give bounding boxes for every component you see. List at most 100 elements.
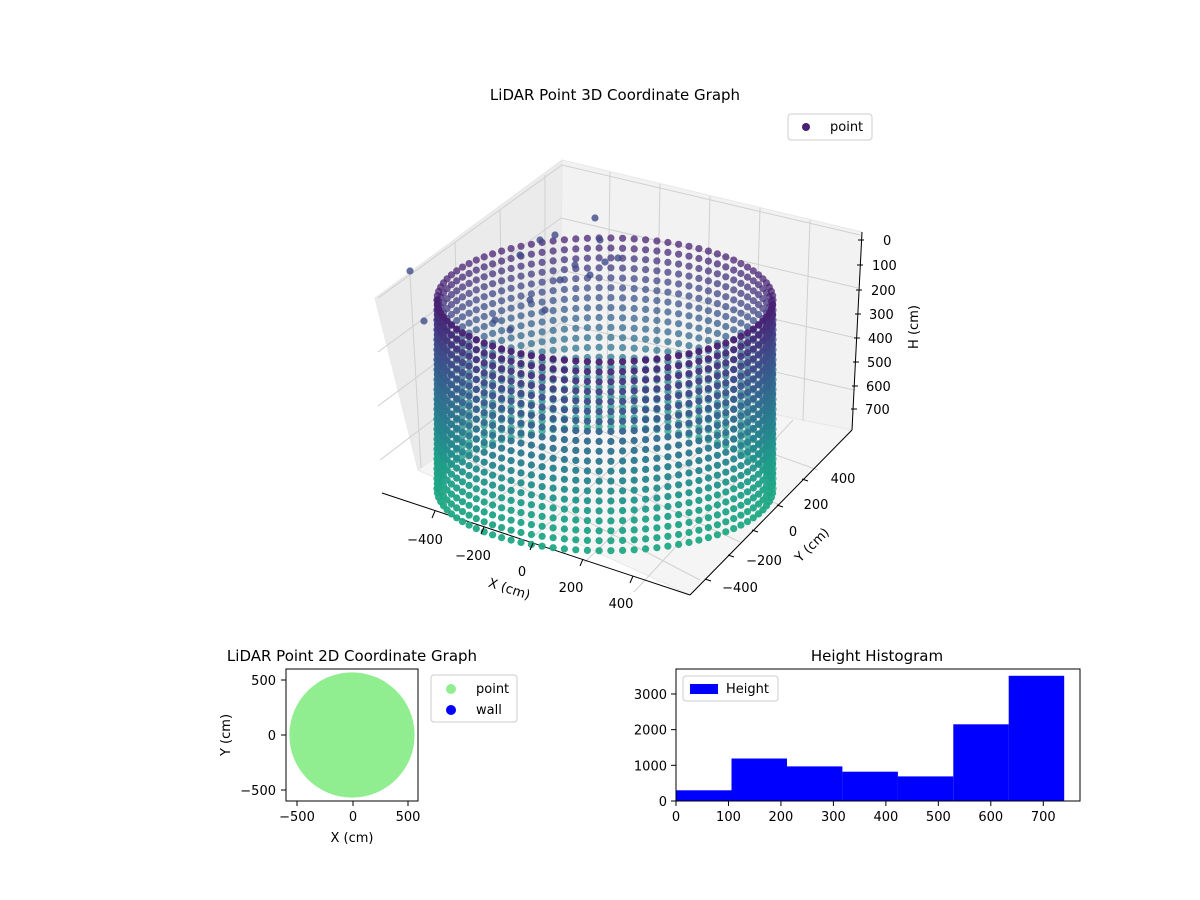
point-3d <box>447 321 456 329</box>
point-3d <box>560 325 569 333</box>
point-3d <box>749 424 757 432</box>
point-3d <box>583 264 592 272</box>
point-3d <box>458 359 467 367</box>
point-3d <box>664 308 672 316</box>
x-axis-2d: −500 0 500 X (cm) <box>279 801 420 846</box>
point-3d <box>527 240 536 248</box>
point-3d <box>737 511 745 519</box>
point-3d <box>737 392 745 400</box>
point-3d <box>489 441 497 449</box>
point-3d <box>498 454 506 462</box>
point-3d <box>754 401 763 409</box>
point-3d <box>507 387 515 395</box>
point-3d <box>722 518 730 526</box>
point-3d <box>583 397 592 405</box>
point-3d <box>630 446 638 454</box>
point-3d <box>653 365 661 373</box>
x-tick-label: 400 <box>873 810 898 825</box>
point-3d <box>685 409 693 417</box>
chart-2d: LiDAR Point 2D Coordinate Graph −500 0 5… <box>219 647 518 846</box>
point-3d <box>549 237 557 245</box>
point-3d <box>704 494 713 502</box>
point-3d <box>556 276 564 284</box>
point-3d <box>527 401 536 409</box>
point-3d <box>549 257 557 265</box>
point-3d <box>572 275 580 283</box>
point-3d <box>607 333 615 341</box>
z-tick-label: 100 <box>872 259 897 274</box>
point-3d <box>507 437 515 445</box>
point-3d <box>489 280 497 288</box>
point-3d <box>453 434 461 442</box>
point-3d <box>722 448 730 456</box>
legend-label-height: Height <box>726 682 769 697</box>
point-3d <box>465 392 473 400</box>
point-3d <box>498 474 506 482</box>
point-3d <box>595 368 603 376</box>
histogram-bar <box>731 758 787 801</box>
point-3d <box>653 444 661 452</box>
point-3d <box>653 297 661 305</box>
point-3d <box>619 536 627 545</box>
point-3d <box>572 536 580 544</box>
point-3d <box>630 427 638 435</box>
point-3d <box>695 486 703 494</box>
legend-histogram-box <box>682 675 779 702</box>
point-3d <box>695 457 703 465</box>
point-3d <box>453 345 461 353</box>
point-3d <box>507 397 515 405</box>
point-3d <box>538 423 546 431</box>
point-3d <box>560 376 569 384</box>
point-3d <box>704 474 713 482</box>
point-3d <box>607 274 615 282</box>
point-3d <box>458 329 467 337</box>
point-3d <box>447 510 456 518</box>
point-3d <box>730 326 738 334</box>
point-disc-2d <box>289 672 415 798</box>
point-3d <box>465 412 473 420</box>
point-3d <box>607 388 615 396</box>
point-3d <box>560 445 569 454</box>
point-3d <box>595 437 603 445</box>
point-3d <box>498 514 506 522</box>
legend-marker-wall <box>446 705 456 715</box>
point-3d <box>560 345 569 353</box>
point-3d <box>607 264 615 272</box>
point-3d <box>695 347 703 355</box>
point-3d <box>465 342 473 350</box>
point-3d <box>472 306 480 314</box>
point-3d <box>743 398 752 406</box>
point-3d <box>538 492 546 501</box>
point-3d <box>549 297 557 305</box>
point-3d <box>730 495 738 503</box>
point-3d <box>704 434 713 442</box>
point-3d <box>704 307 713 315</box>
point-3d <box>685 282 693 290</box>
point-3d <box>458 263 467 271</box>
point-3d <box>538 248 546 256</box>
point-3d <box>517 379 525 388</box>
point-3d <box>722 389 730 397</box>
point-3d <box>607 427 615 436</box>
point-3d <box>737 412 745 420</box>
point-3d <box>447 480 456 488</box>
point-3d <box>480 303 488 311</box>
point-3d <box>675 260 683 268</box>
point-3d <box>642 426 650 434</box>
point-3d <box>527 320 536 328</box>
point-3d <box>722 498 730 506</box>
legend-label-point: point <box>476 682 509 697</box>
point-3d <box>607 507 615 515</box>
point-3d <box>560 246 569 254</box>
point-3d <box>713 372 722 380</box>
point-3d <box>549 454 557 462</box>
point-3d <box>453 514 461 522</box>
point-3d <box>517 469 525 477</box>
point-3d <box>619 477 627 485</box>
point-3d <box>583 497 592 505</box>
point-3d <box>630 357 638 365</box>
histogram-bar <box>953 724 1009 801</box>
y-tick-label: 3000 <box>634 688 667 703</box>
point-3d <box>730 356 738 364</box>
point-3d <box>507 496 515 504</box>
